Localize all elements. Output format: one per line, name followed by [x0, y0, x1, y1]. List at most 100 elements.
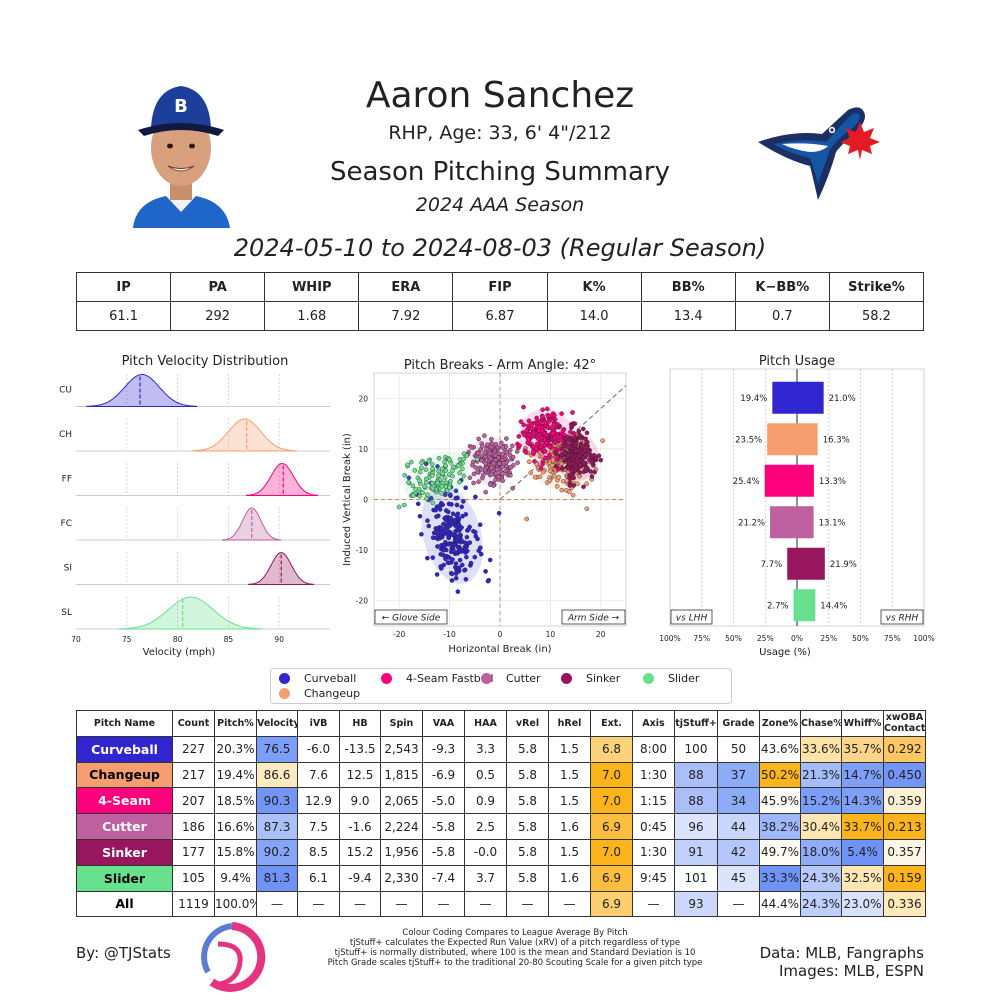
break-point — [489, 465, 494, 471]
pitch-table-row: Changeup 217 19.4% 86.6 7.6 12.5 1,815 -6.9 0.5 5… — [76, 761, 926, 789]
pitch-metric-cell: 44 — [717, 813, 760, 840]
pitch-metric-cell: 0.213 — [883, 813, 926, 840]
pitch-metric-cell: 5.8 — [506, 813, 549, 840]
break-point — [446, 535, 451, 541]
break-y-tick: 10 — [358, 445, 368, 454]
pitch-metric-cell: 43.6% — [759, 735, 801, 763]
break-point — [526, 459, 532, 464]
break-point — [463, 576, 469, 582]
footer-notes: Colour Coding Compares to League Average… — [300, 928, 730, 968]
break-point — [508, 465, 514, 470]
usage-label-lhh: 25.4% — [733, 477, 760, 487]
break-point — [552, 435, 557, 441]
break-point — [546, 419, 552, 424]
pitch-table-row: Cutter 186 16.6% 87.3 7.5 -1.6 2,224 -5.8 2.5 5.8… — [76, 813, 926, 840]
break-point — [584, 430, 590, 436]
pitch-name-cell: Cutter — [76, 813, 173, 840]
vs-rhh-box — [880, 609, 924, 625]
break-point — [461, 473, 467, 479]
velocity-density-ch — [192, 418, 297, 452]
break-x-tick: -10 — [443, 630, 455, 639]
pitch-metric-cell: 20.3% — [214, 735, 257, 763]
break-point — [477, 522, 483, 527]
footer-note: Pitch Grade scales tjStuff+ to the tradi… — [327, 958, 703, 968]
usage-bar-rhh — [797, 464, 814, 497]
break-point — [450, 473, 455, 479]
break-point — [423, 461, 429, 467]
break-point — [565, 466, 571, 471]
break-point — [452, 517, 457, 523]
pitch-table-header: Spin — [380, 710, 423, 737]
velocity-tick-label: 80 — [173, 635, 183, 644]
break-point — [499, 451, 505, 457]
break-point — [474, 457, 480, 462]
legend-item-curveball: Curveball — [279, 672, 356, 685]
stat-value: 7.92 — [358, 301, 454, 331]
usage-bar-lhh — [793, 589, 797, 622]
break-point — [467, 475, 473, 481]
legend-marker — [643, 673, 654, 684]
break-point — [456, 568, 462, 574]
break-point — [526, 418, 532, 424]
usage-label-rhh: 16.3% — [823, 435, 850, 445]
break-point — [584, 506, 590, 512]
break-point — [434, 572, 440, 577]
break-point — [444, 488, 450, 493]
break-x-tick: 0 — [498, 630, 503, 639]
break-point — [430, 480, 435, 486]
pitch-metric-cell: -5.0 — [422, 787, 465, 815]
pitch-metric-cell: 1:15 — [632, 787, 675, 815]
break-point — [478, 551, 484, 557]
pitch-metric-cell: 32.5% — [841, 864, 884, 892]
break-point — [567, 483, 573, 488]
pitch-metric-cell: 93 — [674, 890, 718, 918]
break-point — [441, 521, 446, 527]
season-stat-table: IP PA WHIP ERA FIP K% BB% K−BB% Strike% … — [75, 272, 925, 331]
break-point — [566, 461, 572, 467]
legend-label: Cutter — [506, 672, 541, 685]
player-name: Aaron Sanchez — [365, 75, 635, 116]
legend-label: 4-Seam Fastball — [406, 672, 494, 685]
legend-item-slider: Slider — [643, 672, 699, 685]
break-point — [559, 465, 565, 471]
break-point — [417, 469, 423, 475]
stat-header: K−BB% — [734, 272, 830, 302]
break-point — [447, 555, 452, 560]
break-point — [547, 478, 553, 483]
pitch-metric-cell: — — [256, 890, 298, 918]
usage-bar-lhh — [787, 547, 797, 580]
break-point — [540, 407, 545, 413]
pitch-table-header: iVB — [297, 710, 340, 737]
break-point — [546, 435, 551, 441]
break-point — [572, 435, 577, 441]
break-point — [559, 411, 564, 416]
break-point — [536, 424, 542, 430]
pitch-metric-cell: 100 — [674, 735, 718, 763]
pitch-metric-cell: 6.8 — [590, 735, 633, 763]
pitch-metric-cell: -9.3 — [422, 735, 465, 763]
pitch-metric-cell: 81.3 — [256, 864, 298, 892]
vs-lhh-label: vs LHH — [676, 614, 708, 624]
break-point — [440, 471, 445, 476]
usage-bar-rhh — [797, 423, 818, 456]
pitch-metric-cell: 90.3 — [256, 787, 298, 815]
break-point — [408, 459, 414, 465]
pitch-metric-cell: -13.5 — [339, 735, 381, 763]
break-point — [430, 500, 436, 506]
pitch-metric-cell: 14.7% — [841, 761, 884, 789]
break-point — [449, 571, 455, 577]
pitch-metric-cell: 1,815 — [380, 761, 423, 789]
pitch-metric-cell: 2,330 — [380, 864, 423, 892]
pitch-table-header: tjStuff+ — [674, 710, 718, 737]
break-point — [561, 443, 567, 448]
usage-tick-label: 25% — [757, 634, 774, 643]
stat-header: IP — [75, 272, 172, 302]
break-point — [433, 530, 438, 535]
usage-label-lhh: 7.7% — [761, 560, 783, 570]
break-cluster-cutter — [465, 433, 520, 495]
pitch-metric-cell: 0.159 — [883, 864, 926, 892]
break-point — [436, 473, 441, 479]
pitch-metric-cell: 12.5 — [339, 761, 381, 789]
break-point — [528, 470, 534, 476]
break-point — [472, 529, 478, 535]
